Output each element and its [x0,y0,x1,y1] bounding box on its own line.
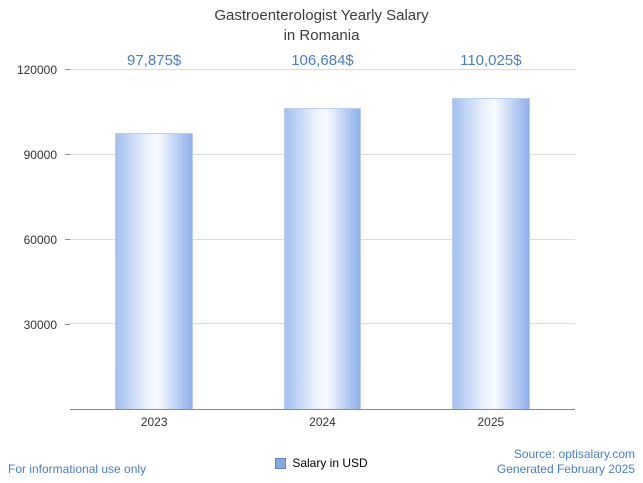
legend-swatch-icon [275,457,287,469]
legend-label: Salary in USD [292,456,368,470]
bar-2023 [115,132,193,409]
y-tick-label: 120000 [16,63,57,77]
footer-source: Source: optisalary.com [513,446,635,461]
gridline [70,69,575,70]
bar-value-label: 110,025$ [460,52,522,69]
y-tick-mark [65,69,70,70]
y-tick-label: 90000 [23,148,57,162]
chart-title-line1: Gastroenterologist Yearly Salary [214,7,429,24]
chart-title: Gastroenterologist Yearly Salary in Roma… [0,6,643,45]
bar-slot [407,70,575,409]
x-tick-label: 2023 [140,415,168,429]
bar-slot [70,70,238,409]
y-tick-mark [65,324,70,325]
bar-slot [238,70,406,409]
bar-value-label: 97,875$ [127,52,182,69]
x-axis: 2023 2024 2025 [70,415,575,429]
bars-container [70,70,575,409]
bar-2024 [283,107,362,409]
y-tick-mark [65,154,70,155]
bar-value-label: 106,684$ [291,52,354,69]
bar-value-labels: 97,875$ 106,684$ 110,025$ [70,52,575,72]
footer-disclaimer: For informational use only [8,462,147,476]
y-tick-label: 60000 [23,233,57,247]
chart-title-line2: in Romania [283,26,360,44]
plot-area [70,69,575,410]
legend: Salary in USD [0,456,643,470]
footer-generated: Generated February 2025 [496,462,635,477]
footer-attribution: Source: optisalary.com Generated Februar… [497,447,635,478]
y-axis: 30000 60000 90000 120000 [0,63,70,410]
y-tick-label: 30000 [23,318,57,332]
bar-2025 [452,98,530,409]
x-tick-label: 2025 [477,415,505,429]
y-tick-mark [65,239,70,240]
x-tick-label: 2024 [309,415,336,429]
